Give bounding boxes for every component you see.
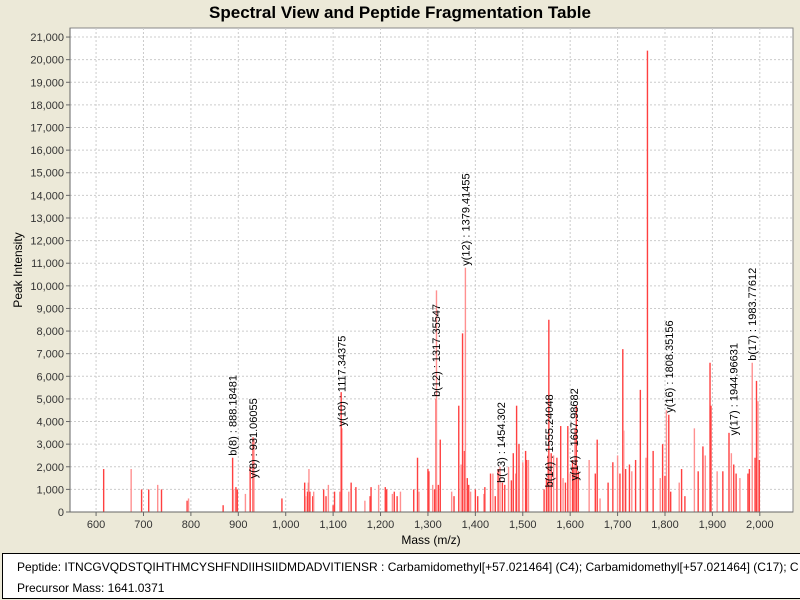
- x-tick-label: 800: [182, 519, 200, 531]
- peak-annotation: y(14) : 1607.98682: [569, 388, 581, 480]
- peak-annotation: y(10) : 1117.34375: [336, 336, 348, 427]
- y-tick-label: 12,000: [30, 236, 64, 248]
- y-tick-label: 17,000: [30, 123, 64, 135]
- y-tick-label: 16,000: [30, 145, 64, 157]
- y-tick-label: 0: [58, 507, 64, 519]
- annotations: b(8) : 888.18481 y(8) : 931.06055 y(10) : …: [228, 173, 759, 487]
- x-tick-label: 1,100: [319, 519, 347, 531]
- peak-annotation: b(14) : 1555.24048: [544, 394, 556, 487]
- precursor-mass: Precursor Mass: 1641.0371: [17, 581, 165, 595]
- y-tick-label: 19,000: [30, 77, 64, 89]
- peak-annotation: y(16) : 1808.35156: [664, 320, 676, 412]
- peptide-sequence: Peptide: ITNCGVQDSTQIHTHMCYSHFNDIIHSIIDM…: [17, 560, 799, 574]
- spectrum-chart: b(8) : 888.18481 y(8) : 931.06055 y(10) : …: [11, 27, 794, 547]
- peak-annotation: b(13) : 1454.302: [496, 402, 508, 483]
- grid: [70, 28, 793, 513]
- peak-annotation: y(17) : 1944.96631: [729, 343, 741, 435]
- peptide-info-panel: Peptide: ITNCGVQDSTQIHTHMCYSHFNDIIHSIIDM…: [2, 553, 800, 599]
- peak-annotation: b(17) : 1983.77612: [747, 268, 759, 361]
- y-tick-label: 15,000: [30, 168, 64, 180]
- y-tick-label: 13,000: [30, 213, 64, 225]
- x-tick-label: 700: [134, 519, 152, 531]
- peak-annotation: b(8) : 888.18481: [228, 375, 240, 456]
- y-tick-label: 20,000: [30, 55, 64, 67]
- y-tick-label: 6,000: [36, 371, 64, 383]
- peaks: [102, 50, 761, 512]
- y-tick-label: 7,000: [36, 349, 64, 361]
- y-tick-label: 21,000: [30, 32, 64, 44]
- x-tick-label: 1,700: [604, 519, 632, 531]
- peak-annotation: b(12) : 1317.35547: [431, 304, 443, 397]
- peak-annotation: y(8) : 931.06055: [248, 398, 260, 478]
- x-axis-label: Mass (m/z): [401, 533, 460, 547]
- x-tick-label: 1,300: [414, 519, 442, 531]
- y-tick-label: 3,000: [36, 439, 64, 451]
- x-tick-label: 2,000: [746, 519, 774, 531]
- x-tick-label: 1,400: [462, 519, 490, 531]
- y-axis-label: Peak Intensity: [11, 232, 25, 307]
- y-tick-label: 18,000: [30, 100, 64, 112]
- chart-title: Spectral View and Peptide Fragmentation …: [209, 3, 591, 22]
- axes: 600 700 800 900 1,000 1,100 1,200 1,300 1,400 1,5…: [30, 28, 793, 531]
- y-tick-label: 8,000: [36, 326, 64, 338]
- y-tick-label: 10,000: [30, 281, 64, 293]
- y-tick-label: 2,000: [36, 462, 64, 474]
- y-tick-label: 11,000: [31, 258, 64, 270]
- x-tick-label: 1,000: [272, 519, 300, 531]
- peak-annotation: y(12) : 1379.41455: [461, 173, 473, 265]
- x-tick-label: 900: [229, 519, 247, 531]
- y-tick-label: 5,000: [36, 394, 64, 406]
- x-tick-label: 1,200: [367, 519, 395, 531]
- x-tick-label: 1,900: [699, 519, 727, 531]
- x-tick-label: 1,600: [556, 519, 584, 531]
- x-tick-label: 1,500: [509, 519, 537, 531]
- plot-area: [69, 27, 794, 513]
- y-tick-label: 9,000: [36, 303, 64, 315]
- x-tick-label: 600: [87, 519, 105, 531]
- y-tick-label: 4,000: [36, 417, 64, 429]
- x-tick-label: 1,800: [651, 519, 679, 531]
- y-tick-label: 1,000: [36, 484, 64, 496]
- y-tick-label: 14,000: [30, 190, 64, 202]
